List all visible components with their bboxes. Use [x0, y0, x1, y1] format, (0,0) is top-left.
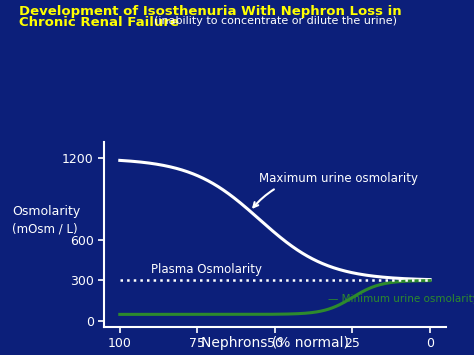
Text: Chronic Renal Failure: Chronic Renal Failure [19, 16, 183, 29]
Text: Osmolarity: Osmolarity [12, 205, 80, 218]
Text: Nephrons (% normal): Nephrons (% normal) [201, 336, 349, 350]
Text: (mOsm / L): (mOsm / L) [12, 223, 77, 235]
Text: Development of Isosthenuria With Nephron Loss in: Development of Isosthenuria With Nephron… [19, 5, 401, 18]
Text: Maximum urine osmolarity: Maximum urine osmolarity [254, 172, 419, 207]
Text: (inability to concentrate or dilute the urine): (inability to concentrate or dilute the … [154, 16, 397, 26]
Text: Plasma Osmolarity: Plasma Osmolarity [151, 263, 262, 277]
Text: — Minimum urine osmolarity: — Minimum urine osmolarity [328, 294, 474, 304]
